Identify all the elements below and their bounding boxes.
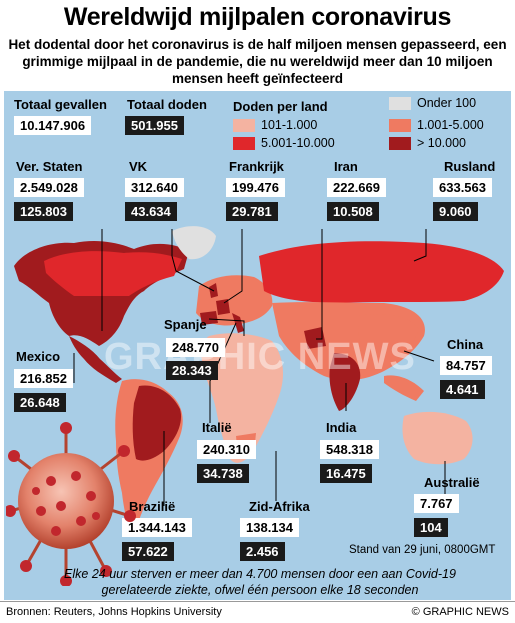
- legend-swatch-101-1000: [233, 119, 255, 132]
- australia-cases: 7.767: [414, 494, 459, 513]
- total-deaths-value: 501.955: [125, 116, 184, 135]
- china-deaths: 4.641: [440, 380, 485, 399]
- legend-title: Doden per land: [233, 99, 328, 114]
- legend-label-5001-10000: 5.001-10.000: [261, 136, 335, 150]
- legend-label-over-10000: > 10.000: [417, 136, 467, 150]
- china-name: China: [447, 337, 484, 352]
- usa-deaths: 125.803: [14, 202, 73, 221]
- usa-cases: 2.549.028: [14, 178, 84, 197]
- connector-lines: [73, 229, 446, 506]
- australia-name: Australië: [424, 475, 480, 490]
- copyright-text: © GRAPHIC NEWS: [411, 606, 509, 618]
- greenland-shape: [172, 226, 216, 260]
- iran-cases: 222.669: [327, 178, 386, 197]
- south-africa-deaths: 2.456: [240, 542, 285, 561]
- spain-shape: [200, 311, 218, 325]
- mexico-name: Mexico: [16, 349, 61, 364]
- total-deaths-label: Totaal doden: [127, 97, 207, 112]
- source-text: Bronnen: Reuters, Johns Hopkins Universi…: [6, 606, 222, 618]
- iran-name: Iran: [334, 159, 358, 174]
- uk-cases: 312.640: [125, 178, 184, 197]
- italy-cases: 240.310: [197, 440, 256, 459]
- watermark: GRAPHIC NEWS: [104, 336, 416, 378]
- page-subtitle: Het dodental door het coronavirus is de …: [8, 37, 507, 86]
- brazil-cases: 1.344.143: [122, 518, 192, 537]
- india-cases: 548.318: [320, 440, 379, 459]
- legend-label-1001-5000: 1.001-5.000: [417, 118, 484, 132]
- mexico-deaths: 26.648: [14, 393, 66, 412]
- uk-name: VK: [129, 159, 148, 174]
- italy-name: Italië: [202, 420, 232, 435]
- australia-deaths: 104: [414, 518, 448, 537]
- brazil-deaths: 57.622: [122, 542, 174, 561]
- central-america-shape: [69, 336, 122, 383]
- spain-deaths: 28.343: [166, 361, 218, 380]
- legend-label-under-100: Onder 100: [417, 96, 477, 110]
- legend-swatch-over-10000: [389, 137, 411, 150]
- brazil-shape: [132, 385, 182, 461]
- page-title: Wereldwijd mijlpalen coronavirus: [63, 3, 452, 31]
- brazil-name: Brazilië: [129, 499, 176, 514]
- france-cases: 199.476: [226, 178, 285, 197]
- footer: Bronnen: Reuters, Johns Hopkins Universi…: [0, 601, 515, 623]
- spain-name: Spanje: [164, 317, 207, 332]
- iran-deaths: 10.508: [327, 202, 379, 221]
- france-deaths: 29.781: [226, 202, 278, 221]
- data-timestamp: Stand van 29 juni, 0800GMT: [349, 544, 496, 556]
- italy-shape: [232, 313, 244, 333]
- legend-swatch-5001-10000: [233, 137, 255, 150]
- south-africa-cases: 138.134: [240, 518, 299, 537]
- usa-name: Ver. Staten: [16, 159, 83, 174]
- spain-cases: 248.770: [166, 338, 225, 357]
- russia-name: Rusland: [444, 159, 496, 174]
- australia-shape: [402, 411, 473, 465]
- total-cases-label: Totaal gevallen: [14, 97, 107, 112]
- total-cases-value: 10.147.906: [14, 116, 92, 135]
- southeast-asia-shape: [384, 375, 424, 401]
- coronavirus-illustration: [6, 422, 136, 586]
- south-africa-name: Zid-Afrika: [249, 499, 310, 514]
- china-shape: [358, 313, 419, 357]
- canada-shape: [44, 251, 182, 296]
- china-cases: 84.757: [440, 356, 492, 375]
- mexico-cases: 216.852: [14, 369, 73, 388]
- france-name: Frankrijk: [229, 159, 284, 174]
- uk-deaths: 43.634: [125, 202, 177, 221]
- world-map: [14, 226, 504, 536]
- iran-shape: [304, 327, 326, 349]
- legend-label-101-1000: 101-1.000: [261, 118, 318, 132]
- india-deaths: 16.475: [320, 464, 372, 483]
- india-shape: [329, 353, 361, 411]
- india-name: India: [326, 420, 357, 435]
- russia-cases: 633.563: [433, 178, 492, 197]
- italy-deaths: 34.738: [197, 464, 249, 483]
- legend-swatch-under-100: [389, 97, 411, 110]
- map-panel: GRAPHIC NEWS Totaal gevallen 10.147.906 …: [4, 91, 511, 600]
- africa-shape: [201, 333, 284, 463]
- france-shape: [216, 299, 230, 315]
- legend-swatch-1001-5000: [389, 119, 411, 132]
- russia-deaths: 9.060: [433, 202, 478, 221]
- russia-shape: [259, 241, 504, 303]
- footnote-text: Elke 24 uur sterven er meer dan 4.700 me…: [64, 567, 456, 597]
